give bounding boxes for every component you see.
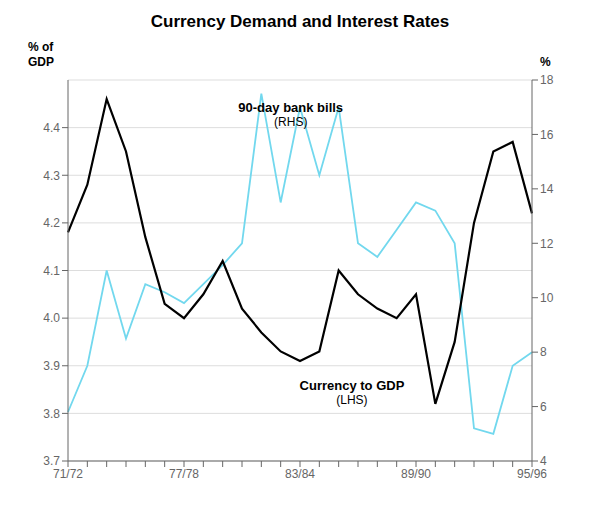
- svg-text:6: 6: [540, 400, 547, 414]
- svg-text:4.4: 4.4: [43, 121, 60, 135]
- html-text:90-day bank bills: 90-day bank bills: [238, 99, 344, 115]
- svg-text:4: 4: [540, 454, 547, 468]
- svg-text:18: 18: [540, 73, 554, 87]
- svg-text:89/90: 89/90: [401, 467, 431, 481]
- svg-text:83/84: 83/84: [285, 467, 315, 481]
- svg-text:14: 14: [540, 182, 554, 196]
- html-text:(LHS): (LHS): [336, 392, 368, 407]
- svg-text:4.2: 4.2: [43, 216, 60, 230]
- svg-text:4.1: 4.1: [43, 264, 60, 278]
- svg-text:3.7: 3.7: [43, 454, 60, 468]
- html-text:(RHS): (RHS): [274, 114, 308, 129]
- html-text:GDP: GDP: [28, 55, 54, 69]
- svg-text:10: 10: [540, 291, 554, 305]
- svg-text:8: 8: [540, 345, 547, 359]
- svg-text:4.0: 4.0: [43, 311, 60, 325]
- svg-text:12: 12: [540, 237, 554, 251]
- svg-text:4.3: 4.3: [43, 169, 60, 183]
- svg-text:77/78: 77/78: [169, 467, 199, 481]
- svg-text:95/96: 95/96: [517, 467, 547, 481]
- html-text:Currency Demand and Interest R: Currency Demand and Interest Rates: [150, 12, 450, 31]
- svg-text:71/72: 71/72: [53, 467, 83, 481]
- svg-text:3.8: 3.8: [43, 407, 60, 421]
- svg-text:3.9: 3.9: [43, 359, 60, 373]
- html-text:Currency to GDP: Currency to GDP: [299, 377, 405, 393]
- html-text:% of: % of: [28, 40, 54, 54]
- svg-text:16: 16: [540, 128, 554, 142]
